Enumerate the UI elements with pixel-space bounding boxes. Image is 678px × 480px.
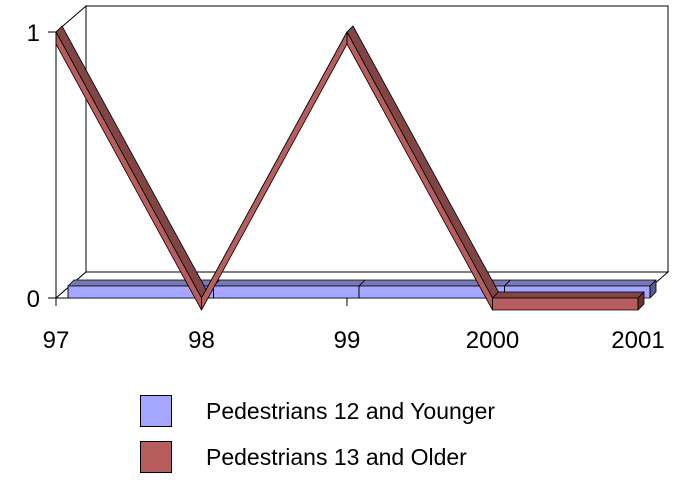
legend-label-older: Pedestrians 13 and Older [206, 443, 467, 470]
y-tick-label-1: 1 [27, 20, 40, 47]
series-1-ribbon [55, 25, 645, 311]
legend: Pedestrians 12 and Younger Pedestrians 1… [140, 388, 495, 480]
x-tick-label-2001: 2001 [611, 327, 664, 354]
x-tick-label-97: 97 [43, 327, 70, 354]
legend-label-younger: Pedestrians 12 and Younger [206, 397, 496, 424]
series-layer [55, 25, 657, 311]
x-tick-label-2000: 2000 [466, 327, 519, 354]
x-tick-label-99: 99 [334, 327, 361, 354]
legend-item-older: Pedestrians 13 and Older [140, 434, 495, 480]
series-0-segment-1-top [213, 279, 366, 287]
series-0-segment-1-front [213, 285, 360, 299]
series-1-segment-3-top [492, 291, 645, 299]
line-chart: 1 0 97 98 99 2000 2001 [27, 4, 670, 354]
y-tick-label-0: 0 [27, 286, 40, 313]
series-0-segment-3-top [504, 279, 657, 287]
legend-item-younger: Pedestrians 12 and Younger [140, 388, 495, 434]
x-tick-label-98: 98 [188, 327, 215, 354]
series-1-segment-3-front [492, 297, 639, 311]
legend-swatch-younger [140, 395, 172, 427]
y-axis: 1 0 [27, 20, 56, 313]
legend-swatch-older [140, 441, 172, 473]
x-axis: 97 98 99 2000 2001 [43, 298, 665, 354]
